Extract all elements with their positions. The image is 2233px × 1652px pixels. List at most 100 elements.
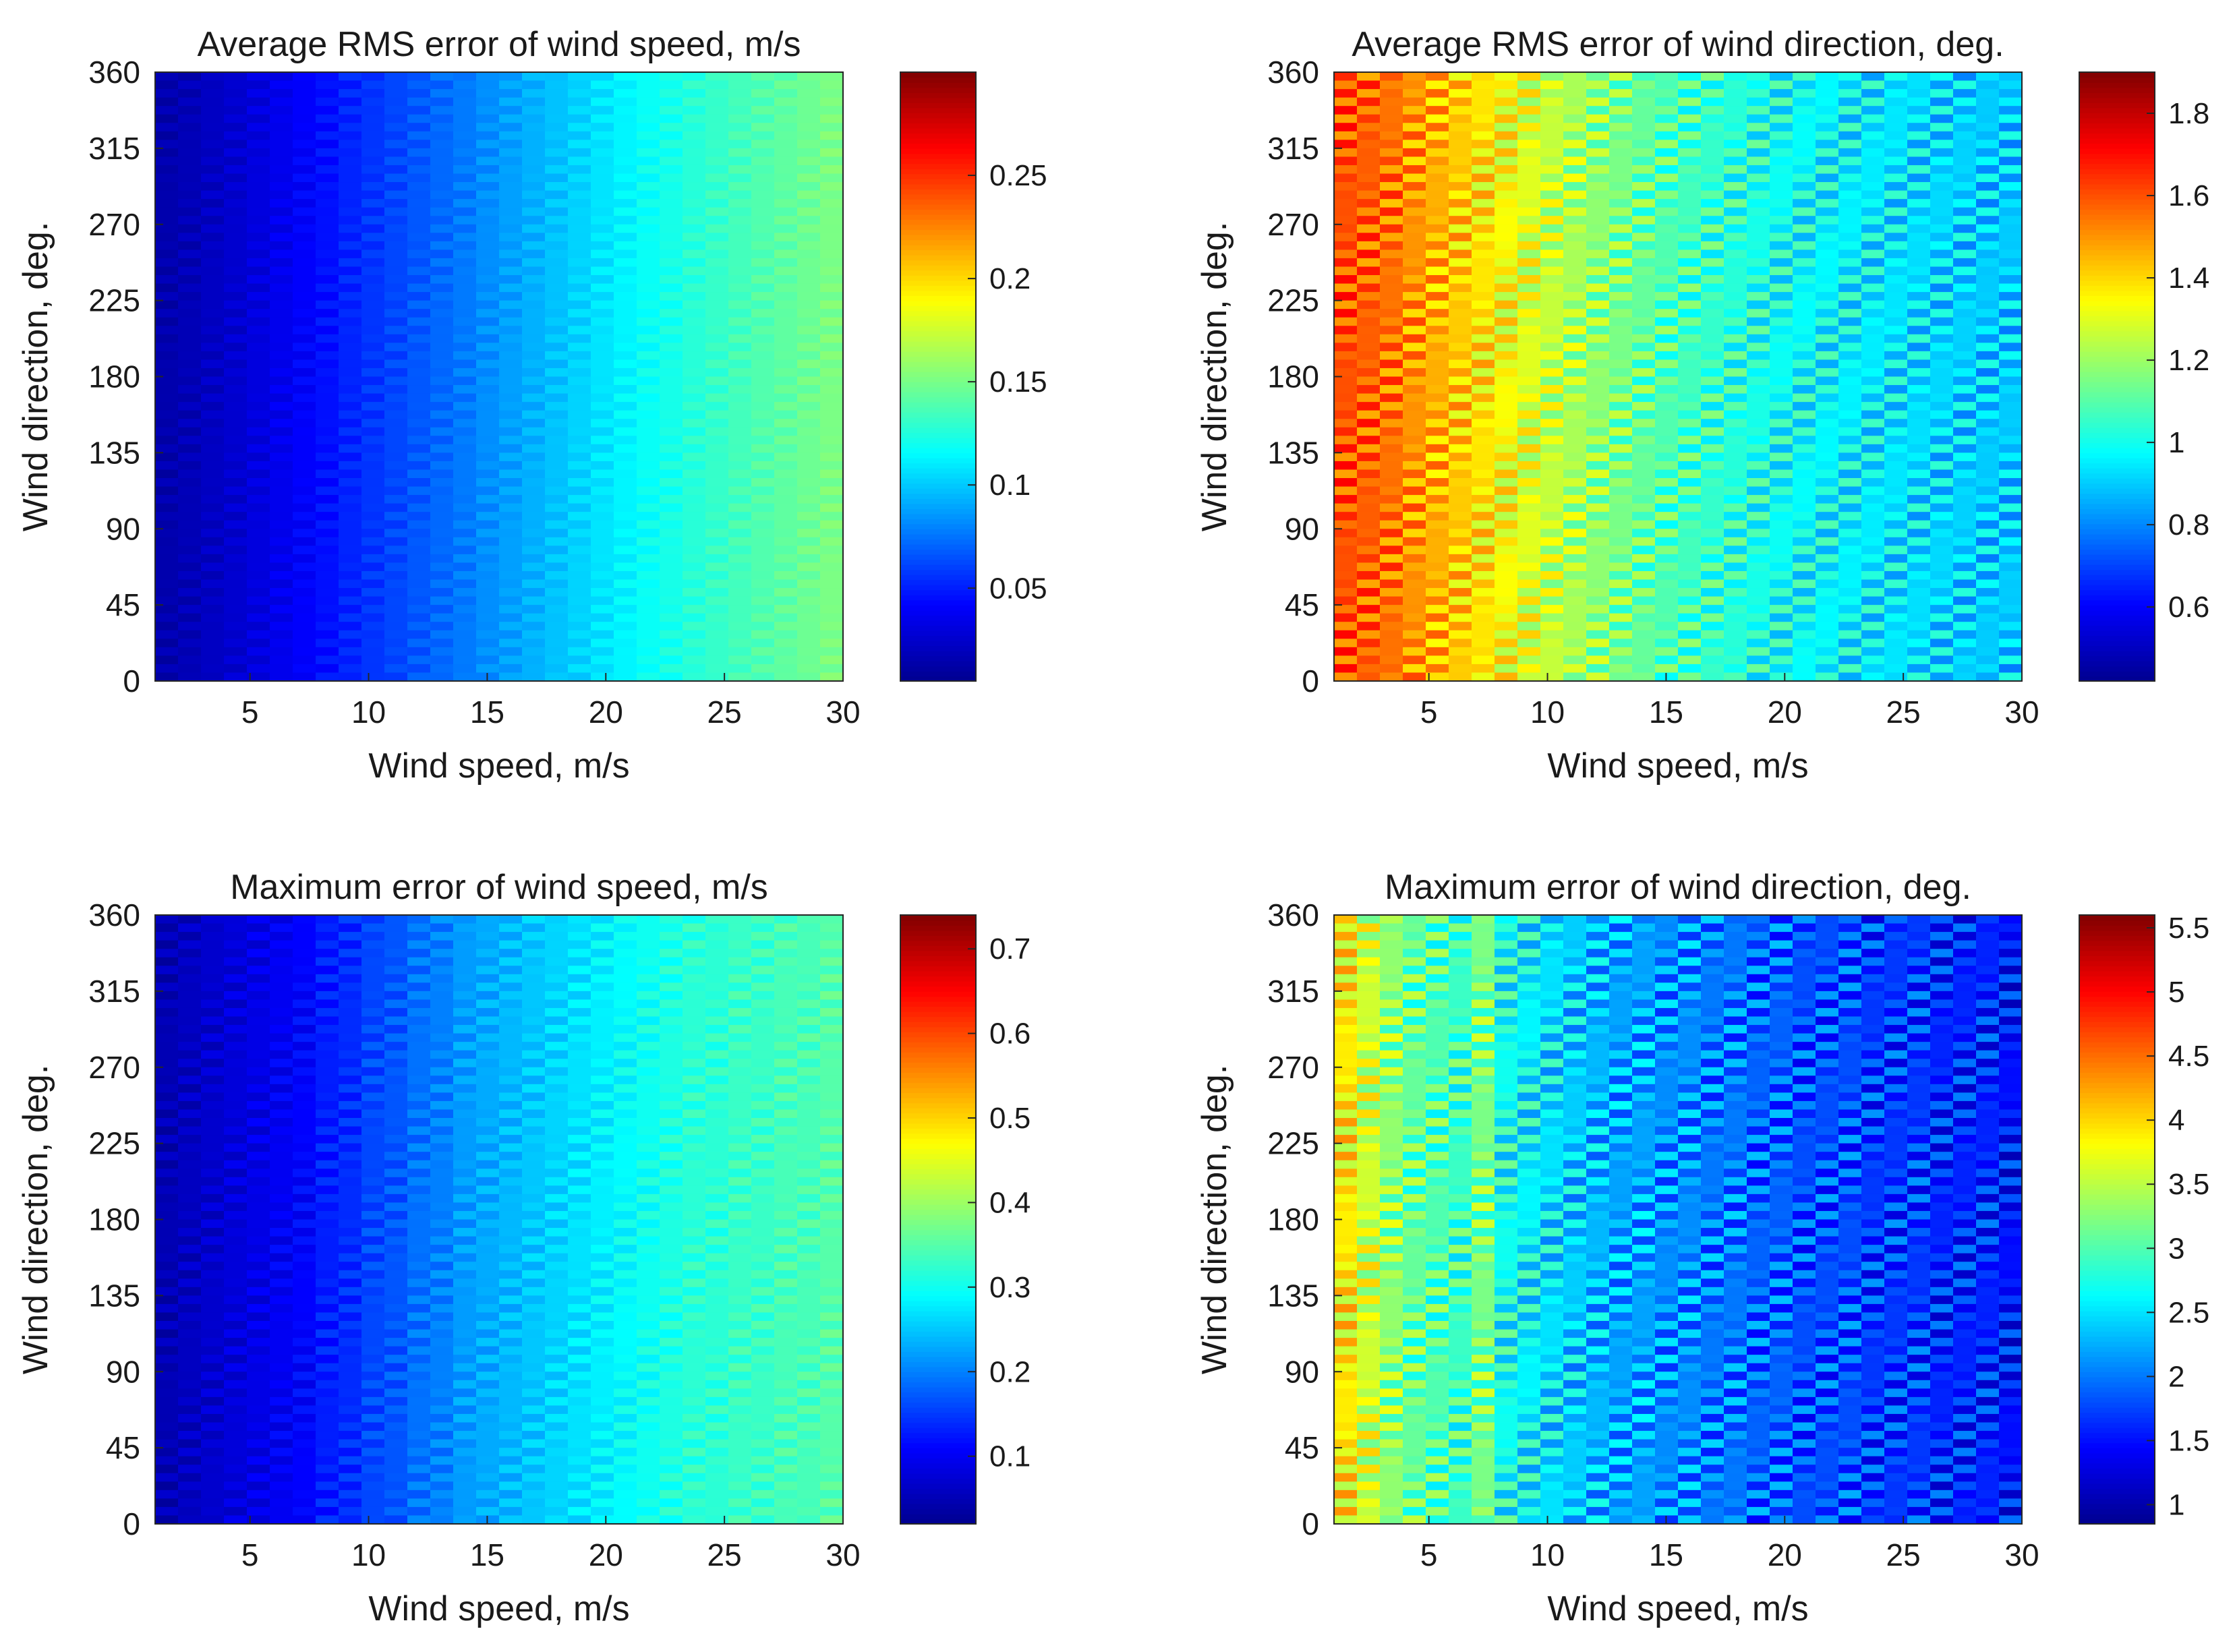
heatmap-cell xyxy=(201,148,225,158)
heatmap-cell xyxy=(361,385,385,394)
heatmap-cell xyxy=(1884,326,1908,335)
heatmap-cell xyxy=(1884,80,1908,90)
heatmap-cell xyxy=(1632,283,1656,293)
heatmap-cell xyxy=(430,452,454,462)
heatmap-cell xyxy=(637,156,660,166)
heatmap-cell xyxy=(1793,596,1816,606)
heatmap-cell xyxy=(1517,233,1541,242)
heatmap-cell xyxy=(270,275,293,285)
heatmap-cell xyxy=(1838,343,1862,352)
heatmap-cell xyxy=(591,393,614,403)
heatmap-cell xyxy=(1793,570,1816,581)
heatmap-cell xyxy=(522,512,546,521)
heatmap-cell xyxy=(1724,114,1747,123)
heatmap-cell xyxy=(201,982,225,992)
heatmap-cell xyxy=(430,148,454,158)
heatmap-cell xyxy=(1678,182,1702,191)
heatmap-cell xyxy=(1472,647,1495,656)
heatmap-cell xyxy=(1884,427,1908,436)
heatmap-cell xyxy=(1517,266,1541,276)
heatmap-cell xyxy=(522,131,546,140)
heatmap-cell xyxy=(1678,97,1702,107)
heatmap-cell xyxy=(705,351,729,361)
heatmap-cell xyxy=(1357,588,1381,597)
heatmap-cell xyxy=(476,478,500,488)
heatmap-cell xyxy=(384,89,408,98)
heatmap-cell xyxy=(1999,436,2023,445)
heatmap-cell xyxy=(224,207,248,216)
x-tick-label: 25 xyxy=(1886,695,1921,730)
heatmap-cell xyxy=(1403,393,1426,403)
heatmap-cell xyxy=(155,520,179,529)
heatmap-cell xyxy=(247,258,270,268)
heatmap-cell xyxy=(1747,570,1770,581)
heatmap-cell xyxy=(1701,241,1724,250)
heatmap-cell xyxy=(797,495,821,504)
heatmap-cell xyxy=(545,545,569,555)
heatmap-cell xyxy=(1334,478,1358,488)
heatmap-cell xyxy=(1976,106,2000,115)
heatmap-cell xyxy=(1724,452,1747,462)
heatmap-cell xyxy=(430,123,454,132)
heatmap-cell xyxy=(1678,486,1702,496)
heatmap-cell xyxy=(1976,233,2000,242)
colorbar-segment xyxy=(900,574,976,581)
heatmap-cell xyxy=(201,639,225,648)
heatmap-cell xyxy=(1861,579,1885,589)
heatmap-cell xyxy=(384,199,408,208)
heatmap-cell xyxy=(1586,647,1610,656)
heatmap-cell xyxy=(705,537,729,546)
heatmap-cell xyxy=(1861,292,1885,301)
heatmap-cell xyxy=(637,258,660,268)
heatmap-cell xyxy=(614,570,637,581)
heatmap-cell xyxy=(660,292,683,301)
heatmap-cell xyxy=(201,1380,225,1389)
heatmap-cell xyxy=(1861,199,1885,208)
heatmap-cell xyxy=(316,89,339,98)
heatmap-cell xyxy=(430,241,454,250)
heatmap-cell xyxy=(247,1084,270,1093)
heatmap-cell xyxy=(1976,300,2000,309)
colorbar-segment xyxy=(2079,407,2155,413)
heatmap-cell xyxy=(1334,300,1358,309)
heatmap-cell xyxy=(224,596,248,606)
heatmap-cell xyxy=(155,326,179,335)
heatmap-cell xyxy=(1586,605,1610,614)
heatmap-cell xyxy=(178,1033,202,1042)
heatmap-cell xyxy=(1495,275,1518,285)
heatmap-cell xyxy=(1861,156,1885,166)
heatmap-cell xyxy=(293,106,316,115)
heatmap-cell xyxy=(178,1092,202,1102)
heatmap-cell xyxy=(224,655,248,665)
heatmap-cell xyxy=(201,1355,225,1364)
y-tick-label: 90 xyxy=(1285,511,1319,546)
heatmap-cell xyxy=(591,173,614,183)
heatmap-cell xyxy=(1976,97,2000,107)
heatmap-cell xyxy=(1999,283,2023,293)
heatmap-cell xyxy=(201,1050,225,1059)
heatmap-cell xyxy=(1655,655,1679,665)
heatmap-cell xyxy=(1449,241,1472,250)
heatmap-cell xyxy=(614,529,637,538)
heatmap-cell xyxy=(1586,233,1610,242)
heatmap-cell xyxy=(316,241,339,250)
heatmap-cell xyxy=(1472,613,1495,622)
heatmap-cell xyxy=(1563,537,1587,546)
heatmap-cell xyxy=(270,165,293,175)
colorbar-segment xyxy=(900,402,976,408)
heatmap-cell xyxy=(751,537,775,546)
heatmap-cell xyxy=(1793,80,1816,90)
heatmap-cell xyxy=(820,570,844,581)
heatmap-cell xyxy=(568,663,591,674)
heatmap-cell xyxy=(1632,427,1656,436)
heatmap-cell xyxy=(1563,190,1587,200)
heatmap-cell xyxy=(1838,672,1862,682)
heatmap-cell xyxy=(774,224,798,233)
heatmap-cell xyxy=(1678,512,1702,521)
heatmap-cell xyxy=(270,393,293,403)
heatmap-cell xyxy=(1953,359,1977,369)
heatmap-cell xyxy=(361,165,385,175)
heatmap-cell xyxy=(1380,292,1403,301)
heatmap-cell xyxy=(1770,233,1793,242)
heatmap-cell xyxy=(1449,89,1472,98)
